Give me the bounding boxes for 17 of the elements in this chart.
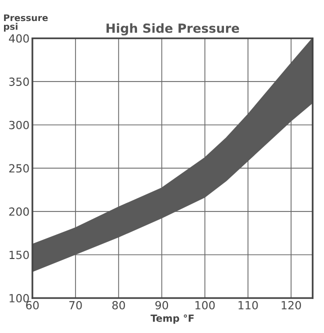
y-tick-label: 200 bbox=[9, 207, 29, 216]
x-tick-label: 120 bbox=[282, 301, 301, 310]
x-tick-label: 80 bbox=[112, 301, 125, 310]
chart-title: High Side Pressure bbox=[106, 23, 240, 36]
y-tick-label: 150 bbox=[10, 250, 29, 260]
y-tick-label: 250 bbox=[9, 164, 29, 173]
x-tick-label: 60 bbox=[26, 301, 39, 310]
x-tick-label: 110 bbox=[238, 301, 258, 310]
y-tick-label: 300 bbox=[9, 120, 29, 130]
y-axis-title: Pressure psi bbox=[4, 14, 48, 32]
x-tick-label: 100 bbox=[195, 301, 215, 310]
y-tick-label: 400 bbox=[8, 34, 29, 43]
x-tick-label: 90 bbox=[155, 301, 168, 310]
x-tick-label: 70 bbox=[69, 301, 82, 310]
x-axis-title: Temp °F bbox=[150, 314, 194, 324]
y-tick-label: 100 bbox=[10, 294, 29, 302]
y-tick-label: 350 bbox=[9, 78, 29, 86]
